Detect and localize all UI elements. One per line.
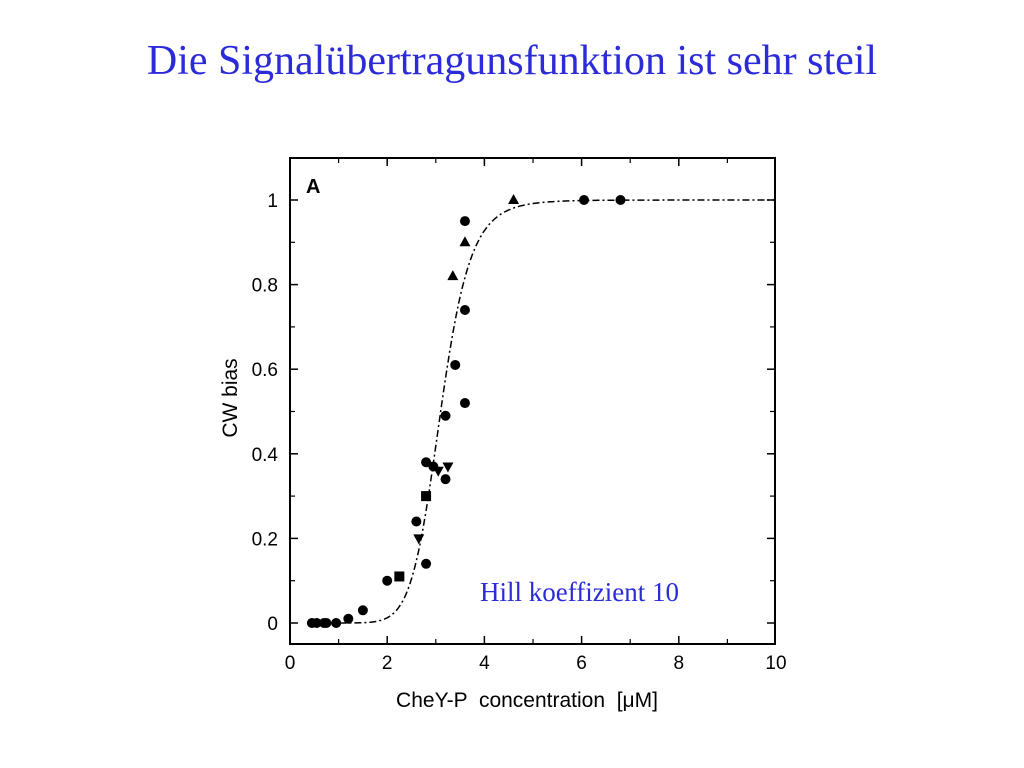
y-axis-label: CW bias xyxy=(219,358,242,437)
data-point-square xyxy=(421,491,432,502)
y-tick-label: 1 xyxy=(267,191,278,212)
slide-title: Die Signalübertragunsfunktion ist sehr s… xyxy=(146,38,878,84)
data-point-circle xyxy=(459,398,470,409)
y-ticks: 0 0.2 0.4 0.6 0.8 1 xyxy=(252,191,775,635)
data-point-circle xyxy=(311,618,322,628)
data-point-circle xyxy=(321,618,332,628)
panel-label: A xyxy=(306,176,320,198)
x-tick-label: 10 xyxy=(765,653,786,674)
data-point-triangle-up xyxy=(508,194,520,204)
data-point-circle xyxy=(357,605,368,616)
data-point-circle xyxy=(459,304,470,315)
plot-frame xyxy=(289,157,776,645)
data-point-square xyxy=(394,571,405,582)
data-points xyxy=(306,194,626,628)
data-point-circle xyxy=(421,558,432,569)
data-point-triangle-up xyxy=(447,270,459,281)
data-point-circle xyxy=(343,613,354,624)
x-tick-label: 4 xyxy=(479,653,490,674)
hill-fit-curve xyxy=(309,199,776,624)
x-tick-label: 6 xyxy=(576,653,587,674)
data-point-circle xyxy=(331,618,342,628)
data-point-triangle-down xyxy=(442,462,454,473)
x-tick-label: 8 xyxy=(674,653,685,674)
data-point-circle xyxy=(382,575,393,586)
hill-annotation: Hill koeffizient 10 xyxy=(480,577,679,607)
data-point-circle xyxy=(440,474,451,485)
y-tick-label: 0.8 xyxy=(252,276,278,297)
data-point-circle xyxy=(421,457,432,468)
data-point-triangle-up xyxy=(459,236,471,247)
data-point-circle xyxy=(450,359,461,370)
data-point-circle xyxy=(615,195,626,205)
data-point-triangle-down xyxy=(432,466,444,477)
data-point-circle xyxy=(440,410,451,421)
x-ticks: 0 2 4 6 8 10 xyxy=(285,158,787,674)
data-point-circle xyxy=(411,516,422,527)
x-axis-label: CheY-P concentration [μM] xyxy=(396,689,658,712)
y-tick-label: 0.2 xyxy=(252,529,278,550)
y-tick-label: 0.6 xyxy=(252,360,278,381)
data-point-circle xyxy=(459,216,470,227)
data-point-circle xyxy=(579,195,590,205)
x-tick-label: 2 xyxy=(382,653,393,674)
data-point-triangle-down xyxy=(413,534,425,545)
x-tick-label: 0 xyxy=(285,653,296,674)
y-tick-label: 0.4 xyxy=(252,445,279,466)
y-tick-label: 0 xyxy=(267,614,278,635)
